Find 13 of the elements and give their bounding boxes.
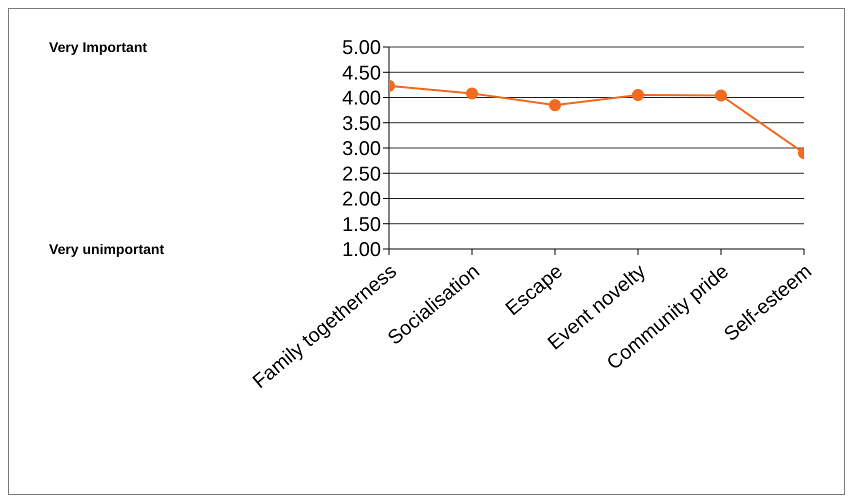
y-tick-label: 5.00 [342,37,381,60]
y-tick-label: 3.00 [342,138,381,160]
y-tick-label: 1.50 [342,214,381,236]
point [549,99,561,112]
text: Very unimportant [49,241,164,257]
y-tick-label: 1.00 [342,239,381,262]
y-tick-label: 3.50 [342,112,381,135]
y-tick-label: 4.00 [342,88,381,110]
y-tick-label: 2.00 [342,188,381,211]
text: Very Important [49,39,148,55]
y-tick-label: 2.50 [342,163,381,186]
y-tick-label: 4.50 [342,62,381,84]
point [632,88,644,101]
